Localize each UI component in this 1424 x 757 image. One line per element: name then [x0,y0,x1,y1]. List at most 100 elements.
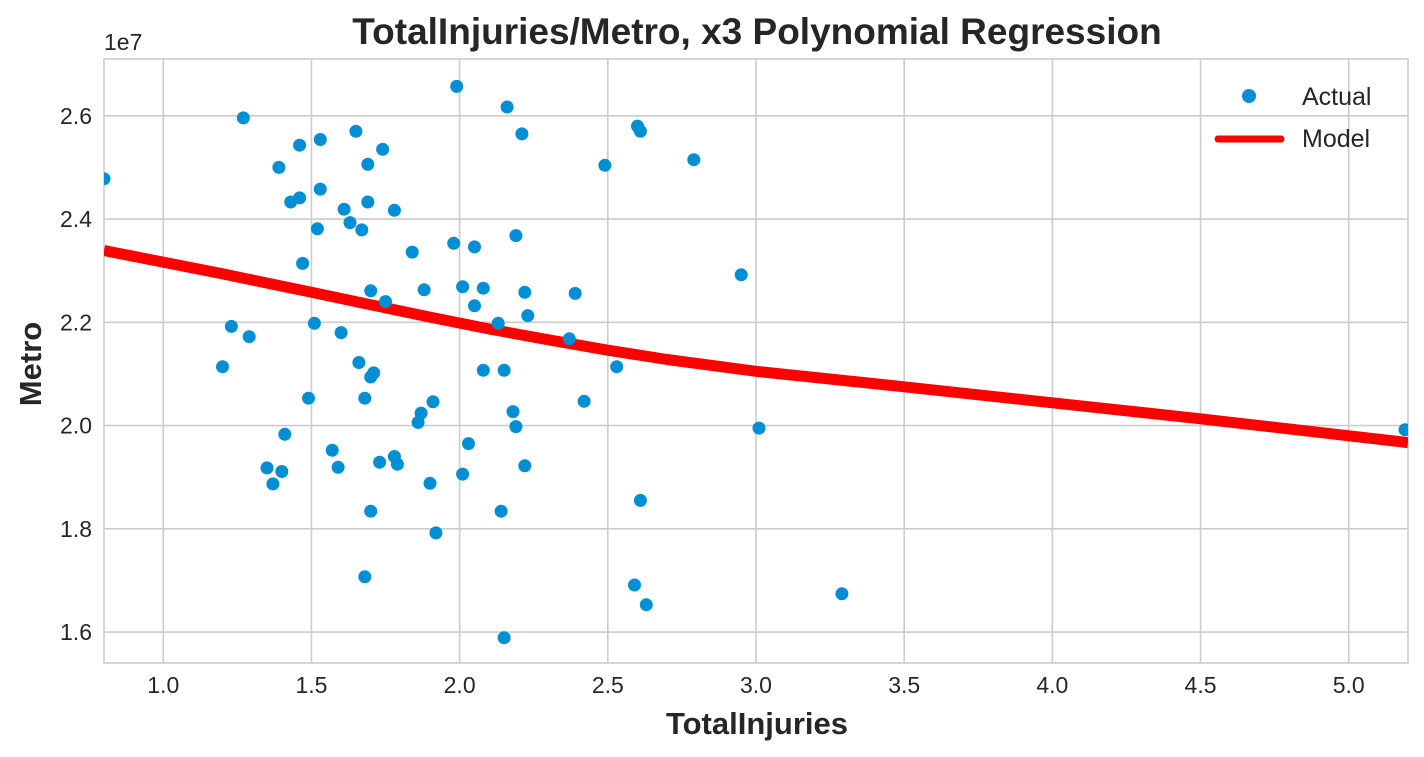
actual-point [509,229,523,243]
actual-point [216,360,229,374]
actual-point [450,79,464,93]
actual-point [343,216,357,230]
actual-point [687,153,701,167]
x-tick-label: 2.5 [592,672,624,698]
actual-point [1398,423,1408,437]
x-tick-label: 3.5 [888,672,920,698]
y-tick-labels: 1.6 1.8 2.0 2.2 2.4 2.6 [60,103,92,645]
plot-frame [103,58,1409,664]
actual-point [104,172,111,186]
actual-point [423,476,437,490]
actual-point [331,460,345,474]
grid [104,59,1408,663]
actual-point [334,326,348,340]
actual-point [506,405,520,419]
actual-point [497,631,511,645]
x-tick-label: 2.0 [444,672,476,698]
actual-point [361,157,375,171]
actual-point [275,465,289,478]
actual-point [509,420,523,434]
actual-point [468,240,481,254]
actual-point [325,443,339,457]
actual-point [518,285,532,299]
actual-point [417,283,431,297]
actual-point [272,160,286,174]
actual-point [521,309,535,323]
actual-point [296,256,310,270]
actual-point [364,370,378,384]
actual-point [628,578,641,592]
x-tick-label: 4.5 [1185,672,1217,698]
actual-point [456,280,470,294]
actual-point [373,455,387,469]
actual-point [236,111,250,125]
actual-point [355,223,369,237]
actual-point [358,570,372,584]
actual-point [284,195,298,209]
actual-point [462,437,475,451]
actual-point [349,124,363,138]
actual-point [494,504,508,518]
y-axis-label: Metro [13,322,48,406]
actual-point [752,421,766,435]
actual-point [387,450,401,463]
actual-point [352,356,366,369]
chart-title: TotalInjuries/Metro, x3 Polynomial Regre… [352,11,1161,52]
legend-marker-actual [1242,89,1256,103]
actual-point [411,415,425,429]
actual-point [562,332,576,346]
actual-point [337,202,351,216]
actual-point [633,124,647,138]
actual-point [456,467,470,481]
actual-point [633,493,647,507]
x-tick-label: 4.0 [1036,672,1068,698]
actual-point [610,360,624,374]
series-layer [104,79,1408,645]
actual-point [302,391,315,405]
actual-point [307,316,321,330]
y-tick-label: 1.8 [60,516,92,542]
actual-point [639,598,653,612]
actual-point [734,268,748,282]
actual-point [405,245,419,259]
actual-point [376,142,390,156]
actual-point [598,158,612,172]
actual-point [515,127,529,141]
y-offset-label: 1e7 [104,29,142,55]
actual-point [278,427,292,441]
actual-point [500,100,514,114]
x-tick-label: 3.0 [740,672,772,698]
y-tick-label: 2.4 [60,206,92,232]
actual-point [577,394,591,408]
actual-point [429,526,443,540]
x-tick-label: 1.0 [147,672,179,698]
actual-point [476,363,490,377]
actual-point [497,363,511,377]
actual-point [835,587,849,601]
x-tick-label: 1.5 [295,672,327,698]
y-tick-label: 1.6 [60,619,92,645]
actual-point [313,133,327,146]
actual-point [379,295,392,309]
actual-point [476,281,490,295]
actual-point [468,299,481,313]
actual-point [491,316,505,330]
actual-point [310,222,324,236]
x-tick-labels: 1.0 1.5 2.0 2.5 3.0 3.5 4.0 4.5 5.0 [147,672,1364,698]
actual-point [387,203,401,217]
actual-point [364,284,378,298]
actual-point [224,319,238,333]
y-tick-label: 2.0 [60,413,92,439]
model-line [104,245,1408,449]
legend-label-actual: Actual [1302,83,1371,111]
actual-point [260,461,274,475]
actual-point [266,477,280,491]
actual-point [518,459,532,473]
actual-point [358,391,372,405]
actual-point [447,236,461,250]
actual-point [293,138,307,152]
actual-point [364,504,378,518]
x-tick-label: 5.0 [1333,672,1365,698]
actual-point [568,286,582,300]
